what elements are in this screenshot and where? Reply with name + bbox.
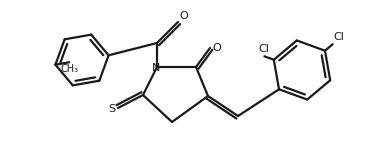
- Text: CH₃: CH₃: [60, 64, 78, 74]
- Text: O: O: [179, 11, 188, 21]
- Text: Cl: Cl: [334, 32, 344, 42]
- Text: N: N: [152, 63, 160, 73]
- Text: Cl: Cl: [258, 44, 269, 54]
- Text: O: O: [212, 43, 221, 53]
- Text: S: S: [108, 104, 115, 114]
